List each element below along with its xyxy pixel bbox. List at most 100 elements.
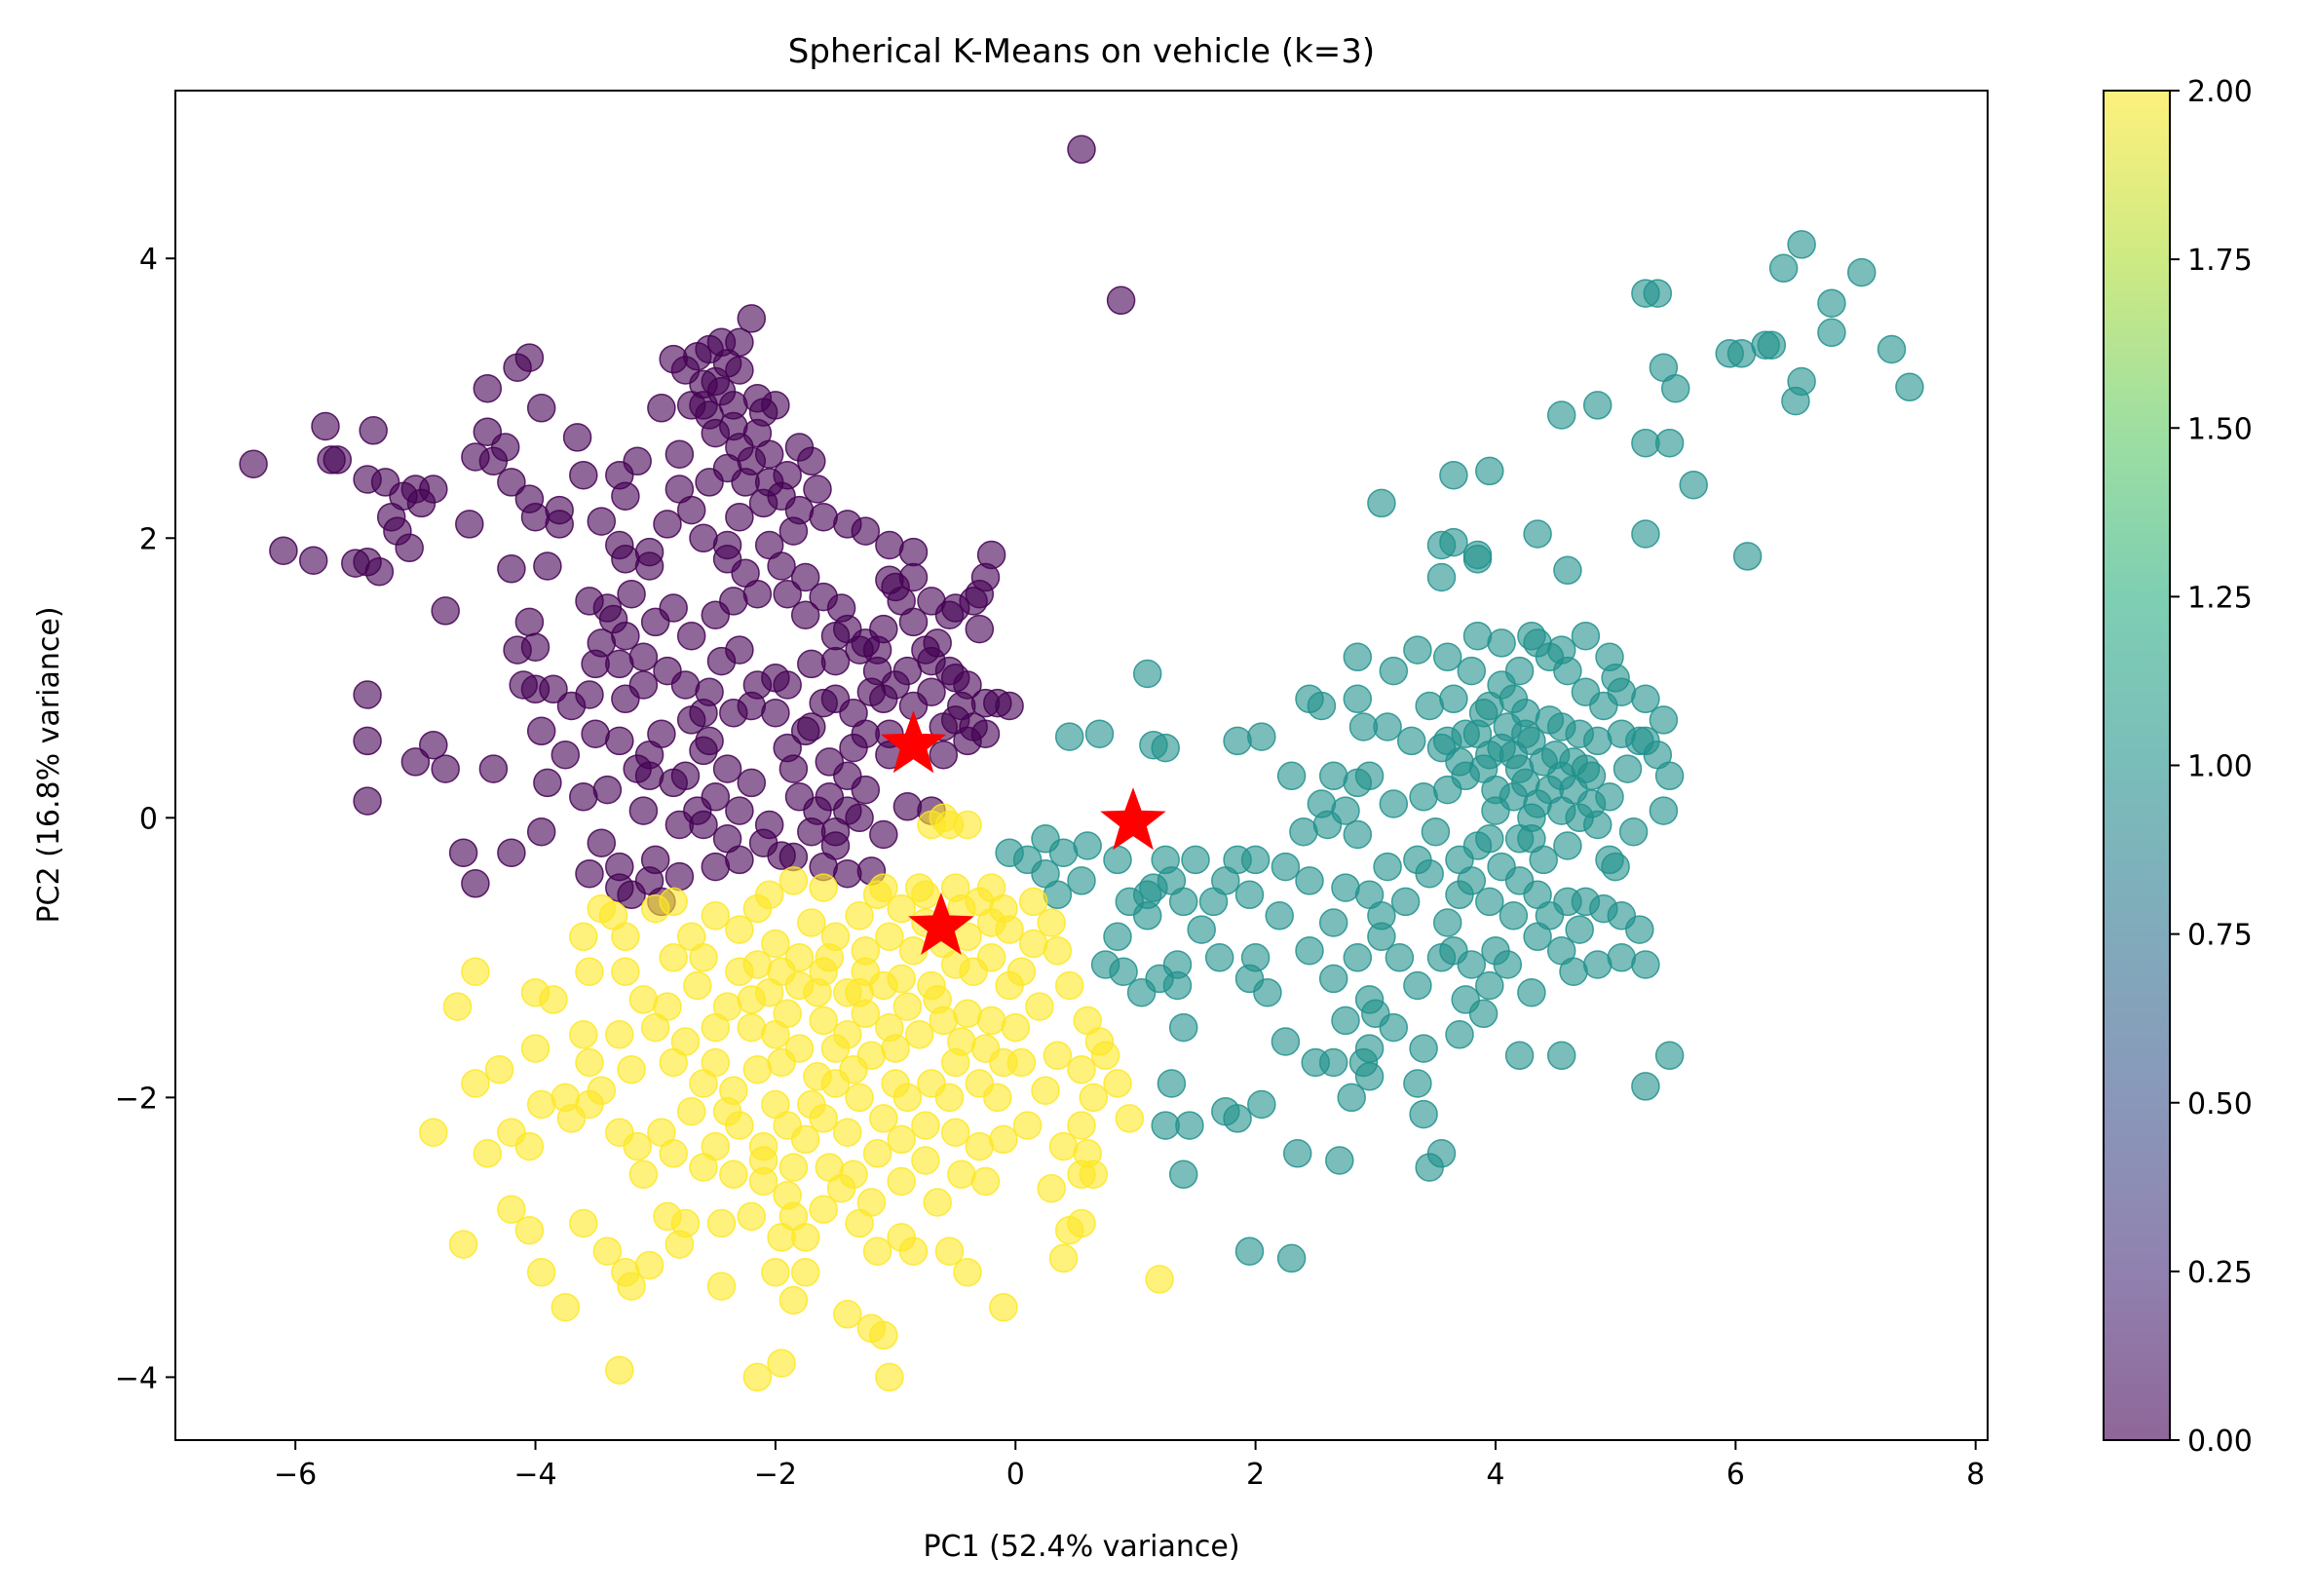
point-cluster-1 <box>1168 1159 1198 1190</box>
point-cluster-0 <box>976 540 1006 570</box>
point-cluster-0 <box>448 838 478 867</box>
point-cluster-2 <box>448 1230 478 1259</box>
point-cluster-2 <box>484 1054 514 1084</box>
point-cluster-2 <box>995 915 1024 944</box>
point-cluster-1 <box>1031 824 1060 854</box>
point-cluster-1 <box>1403 970 1432 1001</box>
point-cluster-1 <box>1379 789 1409 818</box>
point-cluster-1 <box>1553 555 1582 586</box>
point-cluster-1 <box>1787 230 1816 259</box>
point-cluster-2 <box>605 1020 634 1049</box>
point-cluster-2 <box>634 1250 664 1280</box>
point-cluster-1 <box>1151 733 1180 763</box>
point-cluster-0 <box>797 446 826 476</box>
point-cluster-1 <box>1462 540 1493 570</box>
point-cluster-0 <box>647 394 676 423</box>
point-cluster-2 <box>887 1166 916 1197</box>
centroid-star-2 <box>908 892 974 955</box>
point-cluster-0 <box>869 614 898 644</box>
point-cluster-2 <box>676 1096 706 1126</box>
point-cluster-2 <box>767 957 796 986</box>
point-cluster-0 <box>353 786 382 816</box>
point-cluster-0 <box>856 677 887 706</box>
point-cluster-1 <box>1631 950 1660 979</box>
point-cluster-0 <box>701 782 731 812</box>
point-cluster-1 <box>1504 656 1535 686</box>
point-cluster-2 <box>761 1258 790 1287</box>
x-tick-label: 4 <box>1486 1458 1504 1492</box>
point-cluster-2 <box>976 1006 1006 1036</box>
point-cluster-2 <box>605 1118 634 1147</box>
point-cluster-1 <box>1234 964 1265 994</box>
point-cluster-1 <box>1271 1027 1301 1056</box>
point-cluster-0 <box>269 536 298 565</box>
point-cluster-2 <box>754 880 784 910</box>
x-tick-label: −6 <box>274 1458 317 1492</box>
point-cluster-1 <box>1318 964 1348 994</box>
point-cluster-2 <box>809 1104 838 1133</box>
point-cluster-0 <box>761 698 790 728</box>
point-cluster-2 <box>461 1069 490 1098</box>
point-cluster-1 <box>1546 1041 1576 1071</box>
point-cluster-1 <box>995 838 1024 867</box>
colorbar-ticks: 0.00 0.25 0.50 0.75 1.00 1.25 1.50 1.75 2.00 <box>2170 75 2253 1459</box>
point-cluster-1 <box>1234 880 1265 910</box>
point-cluster-2 <box>947 1027 976 1056</box>
x-axis-label: PC1 (52.4% variance) <box>923 1530 1239 1564</box>
point-cluster-0 <box>323 445 353 475</box>
point-cluster-1 <box>1475 970 1504 1001</box>
point-cluster-1 <box>1234 1236 1265 1266</box>
point-cluster-2 <box>497 1118 526 1147</box>
point-cluster-1 <box>1247 1089 1276 1120</box>
point-cluster-0 <box>911 635 940 665</box>
point-cluster-0 <box>592 775 623 805</box>
point-cluster-1 <box>1582 391 1613 420</box>
point-cluster-0 <box>545 495 574 525</box>
point-cluster-2 <box>815 943 845 972</box>
colorbar-tick-label: 1.25 <box>2187 581 2253 615</box>
point-cluster-0 <box>820 817 851 847</box>
point-cluster-2 <box>520 1034 550 1063</box>
point-cluster-1 <box>1289 817 1318 847</box>
point-cluster-0 <box>605 852 634 882</box>
point-cluster-0 <box>737 304 767 333</box>
point-cluster-1 <box>1415 1153 1444 1182</box>
point-cluster-0 <box>634 761 664 791</box>
point-cluster-0 <box>815 747 845 777</box>
point-cluster-2 <box>845 901 874 931</box>
point-cluster-2 <box>809 1195 838 1224</box>
point-cluster-2 <box>767 1223 796 1252</box>
point-cluster-1 <box>1247 722 1276 751</box>
point-cluster-0 <box>851 516 881 546</box>
point-cluster-0 <box>653 510 682 539</box>
point-cluster-0 <box>761 391 790 420</box>
point-cluster-0 <box>803 475 832 504</box>
point-cluster-2 <box>898 935 929 966</box>
point-cluster-0 <box>737 768 767 798</box>
point-cluster-0 <box>929 740 959 770</box>
point-cluster-2 <box>869 873 898 902</box>
point-cluster-1 <box>1223 1104 1252 1133</box>
point-cluster-2 <box>683 970 712 1001</box>
point-cluster-1 <box>1451 719 1480 748</box>
colorbar-tick-label: 0.00 <box>2187 1425 2253 1459</box>
point-cluster-2 <box>833 1300 862 1329</box>
point-cluster-2 <box>947 1159 976 1190</box>
point-cluster-1 <box>1409 782 1438 812</box>
point-cluster-2 <box>881 1069 910 1098</box>
point-cluster-0 <box>490 433 520 462</box>
point-cluster-1 <box>1421 817 1451 847</box>
point-cluster-2 <box>790 1223 820 1252</box>
y-tick-label: 2 <box>139 522 158 556</box>
point-cluster-0 <box>497 554 526 584</box>
y-tick-label: 4 <box>139 243 158 277</box>
point-cluster-2 <box>904 1020 934 1049</box>
y-tick-label: 0 <box>139 802 158 836</box>
point-cluster-2 <box>1067 1111 1096 1140</box>
point-cluster-2 <box>761 929 790 959</box>
point-cluster-1 <box>1343 642 1373 672</box>
point-cluster-0 <box>664 861 695 892</box>
point-cluster-1 <box>1409 1034 1438 1063</box>
point-cluster-0 <box>725 845 754 875</box>
point-cluster-1 <box>1343 943 1373 972</box>
